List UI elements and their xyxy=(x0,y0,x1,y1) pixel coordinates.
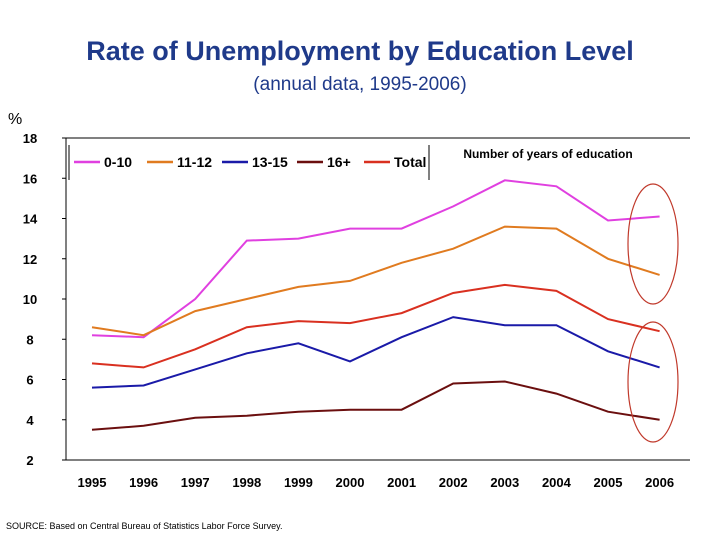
x-tick-label: 2005 xyxy=(594,475,623,490)
y-tick-label: 6 xyxy=(26,373,33,388)
y-tick-label: 18 xyxy=(23,131,37,146)
x-tick-label: 2006 xyxy=(645,475,674,490)
y-tick-label: 10 xyxy=(23,292,37,307)
chart-subtitle: (annual data, 1995-2006) xyxy=(253,74,467,95)
x-tick-label: 1999 xyxy=(284,475,313,490)
series-line-0-10 xyxy=(91,179,660,339)
source-note: SOURCE: Based on Central Bureau of Stati… xyxy=(6,521,283,531)
chart-axes xyxy=(65,137,690,461)
y-tick-label: 8 xyxy=(26,332,33,347)
legend-label-16+: 16+ xyxy=(327,154,351,170)
x-tick-label: 2000 xyxy=(336,475,365,490)
y-tick-label: 16 xyxy=(23,171,37,186)
legend-label-Total: Total xyxy=(394,154,426,170)
x-tick-label: 2004 xyxy=(542,475,572,490)
legend-label-0-10: 0-10 xyxy=(104,154,132,170)
x-tick-label: 1997 xyxy=(181,475,210,490)
series-line-13-15 xyxy=(91,316,660,389)
highlight-ellipses xyxy=(627,183,679,443)
series-line-11-12 xyxy=(91,225,660,337)
series-line-16+ xyxy=(91,380,660,431)
legend-title: Number of years of education xyxy=(463,147,632,161)
y-axis-ticks: 2 4 6 8 10 12 14 16 18 xyxy=(23,131,66,468)
x-tick-label: 2003 xyxy=(490,475,519,490)
y-tick-label: 4 xyxy=(26,413,34,428)
x-tick-label: 2001 xyxy=(387,475,416,490)
series-line-Total xyxy=(91,283,660,369)
chart-title: Rate of Unemployment by Education Level xyxy=(86,36,634,66)
series-lines xyxy=(91,179,660,431)
x-axis-ticks: 1995 1996 1997 1998 1999 2000 2001 2002 2003 2004… xyxy=(78,475,675,490)
legend-label-13-15: 13-15 xyxy=(252,154,288,170)
y-axis-unit: % xyxy=(8,111,23,128)
y-tick-label: 2 xyxy=(26,453,33,468)
y-tick-label: 12 xyxy=(23,252,37,267)
highlight-ellipse-lower xyxy=(627,321,679,443)
x-tick-label: 1996 xyxy=(129,475,158,490)
legend-label-11-12: 11-12 xyxy=(177,154,212,170)
highlight-ellipse-upper xyxy=(627,183,679,305)
legend: 0-10 11-12 13-15 16+ Total Number of years of… xyxy=(68,145,633,180)
x-tick-label: 1995 xyxy=(78,475,107,490)
x-tick-label: 2002 xyxy=(439,475,468,490)
y-tick-label: 14 xyxy=(23,212,38,227)
x-tick-label: 1998 xyxy=(232,475,261,490)
